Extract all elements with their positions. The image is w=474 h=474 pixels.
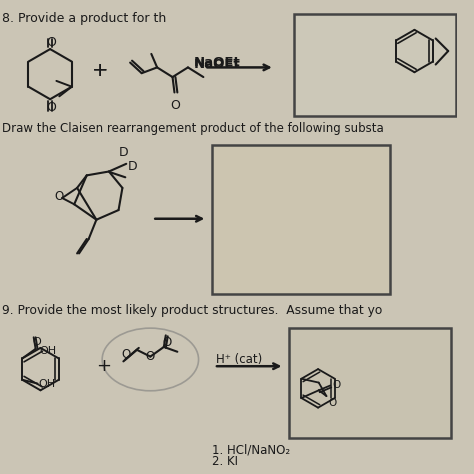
Text: 2. KI: 2. KI [212, 455, 238, 468]
Text: D: D [128, 160, 138, 173]
Text: +: + [92, 61, 109, 80]
Text: NaOEt: NaOEt [193, 58, 240, 71]
Text: +: + [97, 357, 111, 375]
Text: D: D [118, 146, 128, 159]
Text: 9. Provide the most likely product structures.  Assume that yo: 9. Provide the most likely product struc… [2, 303, 383, 317]
Text: OH: OH [39, 346, 56, 356]
Text: O: O [33, 337, 41, 347]
Text: O: O [55, 190, 64, 202]
Text: +: + [92, 61, 109, 80]
Bar [294, 14, 456, 116]
Text: O: O [46, 101, 56, 114]
Text: 1. HCl/NaNO₂: 1. HCl/NaNO₂ [212, 443, 290, 456]
Bar [289, 328, 451, 438]
Text: 8. Provide a product for th: 8. Provide a product for th [2, 12, 166, 26]
Text: Draw the Claisen rearrangement product of the following substa: Draw the Claisen rearrangement product o… [2, 122, 383, 136]
Text: O: O [162, 337, 171, 349]
Text: NaOEt: NaOEt [193, 56, 240, 69]
Text: O: O [46, 36, 56, 49]
Text: O: O [146, 350, 155, 363]
Text: OH: OH [38, 379, 55, 389]
Text: O: O [328, 398, 337, 408]
Text: H⁺ (cat): H⁺ (cat) [216, 353, 262, 366]
Bar [212, 145, 391, 294]
Text: O: O [171, 99, 181, 112]
Text: O: O [121, 348, 131, 361]
Text: O: O [332, 381, 340, 391]
